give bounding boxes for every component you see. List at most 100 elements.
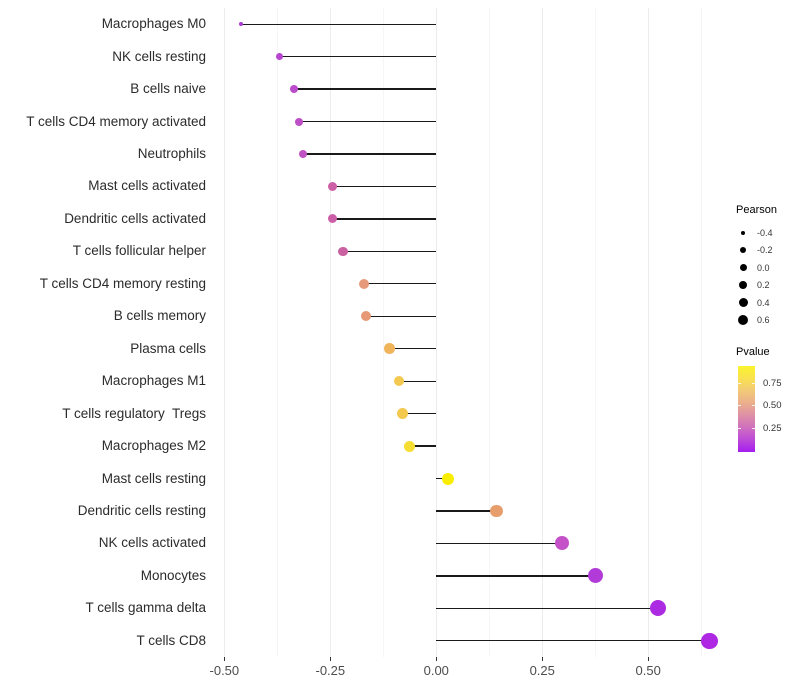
x-axis: -0.50 -0.25 0.00 0.25 0.50 — [210, 657, 730, 687]
lollipop-segment — [402, 412, 437, 415]
x-axis-tick-label: -0.25 — [315, 663, 346, 678]
data-point — [555, 536, 570, 551]
lollipop-segment — [366, 315, 437, 317]
data-point — [396, 408, 408, 420]
y-axis-label: T cells gamma delta — [85, 600, 206, 616]
data-point — [393, 375, 405, 387]
y-axis-label: B cells naive — [130, 81, 206, 97]
y-axis-label: Neutrophils — [137, 146, 206, 162]
x-axis-tick-label: 0.50 — [635, 663, 661, 678]
legend-dot-box — [736, 264, 750, 272]
y-axis-label: T cells CD4 memory resting — [39, 275, 206, 291]
lollipop-segment — [332, 218, 437, 220]
x-axis-tick — [648, 657, 650, 661]
y-axis-label: T cells CD8 — [136, 632, 206, 648]
gridline-minor — [277, 8, 279, 657]
lollipop-segment — [279, 56, 437, 58]
data-point — [290, 85, 299, 94]
y-axis-labels: Macrophages M0 NK cells resting B cells na… — [0, 8, 212, 657]
lollipop-segment — [436, 607, 659, 609]
y-axis-label: Mast cells activated — [88, 178, 206, 194]
gridline-minor — [701, 8, 703, 657]
gridline-minor — [489, 8, 491, 657]
pvalue-color-legend: Pvalue 0.75 0.50 0.25 — [736, 346, 798, 452]
pearson-size-legend: Pearson -0.4 -0.2 0.0 0.2 0.4 0.6 — [736, 204, 798, 329]
data-point — [441, 472, 454, 485]
y-axis-label: T cells regulatory Tregs — [62, 405, 206, 421]
pvalue-legend-title: Pvalue — [736, 346, 770, 358]
gridline-major — [542, 8, 544, 657]
pearson-legend-entry: -0.4 — [736, 224, 798, 242]
lollipop-segment — [294, 88, 437, 90]
lollipop-segment — [364, 283, 437, 285]
y-axis-label: B cells memory — [113, 308, 206, 324]
data-point — [294, 117, 303, 126]
data-point — [587, 568, 603, 584]
legend-size-label: -0.2 — [757, 245, 773, 256]
x-axis-tick — [436, 657, 438, 661]
legend-size-label: 0.2 — [757, 280, 770, 291]
data-point — [327, 214, 337, 224]
pvalue-legend-tick-label: 0.75 — [763, 378, 782, 390]
legend-dot-box — [736, 298, 750, 308]
gridline-major — [224, 8, 226, 657]
lollipop-segment — [343, 250, 437, 253]
pearson-legend-entry: 0.2 — [736, 277, 798, 295]
data-point — [327, 181, 337, 191]
plot-panel — [218, 8, 730, 657]
lollipop-segment — [409, 445, 437, 447]
legend-size-label: 0.6 — [757, 315, 770, 326]
lollipop-segment — [436, 542, 563, 545]
legend-size-dot — [738, 315, 748, 326]
x-axis-tick — [330, 657, 332, 661]
y-axis-label: Macrophages M1 — [101, 373, 206, 389]
lollipop-segment — [298, 120, 437, 123]
data-point — [239, 22, 244, 27]
legend-size-dot — [740, 230, 746, 235]
lollipop-segment — [332, 185, 437, 188]
gridline-major — [330, 8, 332, 657]
gridline-minor — [595, 8, 597, 657]
pvalue-gradient-tick — [752, 383, 755, 385]
y-axis-label: NK cells resting — [112, 48, 206, 64]
data-point — [275, 53, 283, 61]
lollipop-segment — [389, 348, 437, 350]
data-point — [361, 311, 372, 322]
pvalue-gradient-tick — [738, 383, 741, 385]
lollipop-segment — [436, 510, 497, 512]
y-axis-label: NK cells activated — [98, 535, 206, 551]
data-point — [404, 440, 416, 452]
pvalue-gradient-tick — [738, 404, 741, 406]
legend-size-label: -0.4 — [757, 227, 773, 238]
y-axis-label: Plasma cells — [130, 340, 206, 356]
lollipop-segment — [436, 640, 710, 642]
pearson-legend-entry: 0.6 — [736, 312, 798, 330]
x-axis-tick-label: -0.50 — [209, 663, 240, 678]
lollipop-segment — [398, 380, 437, 382]
x-axis-tick-label: 0.25 — [529, 663, 555, 678]
pvalue-gradient-bar — [738, 366, 755, 452]
y-axis-label: Monocytes — [140, 567, 206, 583]
legend-size-dot — [738, 298, 748, 308]
legend-size-dot — [739, 281, 747, 290]
x-axis-tick — [224, 657, 226, 661]
pearson-legend-title: Pearson — [736, 204, 777, 216]
gridline-minor — [383, 8, 385, 657]
data-point — [359, 278, 370, 289]
lollipop-segment — [241, 23, 437, 25]
legend-size-label: 0.4 — [757, 297, 770, 308]
legend-dot-box — [736, 247, 750, 254]
pearson-legend-entry: 0.0 — [736, 259, 798, 277]
pearson-legend-entries: -0.4 -0.2 0.0 0.2 0.4 0.6 — [736, 224, 798, 329]
pvalue-legend-tick-label: 0.25 — [763, 422, 782, 434]
y-axis-label: Macrophages M0 — [101, 16, 206, 32]
gridline-major — [648, 8, 650, 657]
legend-size-dot — [740, 247, 746, 254]
data-point — [338, 246, 348, 257]
y-axis-label: Mast cells resting — [101, 470, 206, 486]
legend-dot-box — [736, 315, 750, 326]
y-axis-label: Dendritic cells resting — [77, 502, 206, 518]
pvalue-gradient-tick — [752, 427, 755, 429]
legend-dot-box — [736, 281, 750, 290]
